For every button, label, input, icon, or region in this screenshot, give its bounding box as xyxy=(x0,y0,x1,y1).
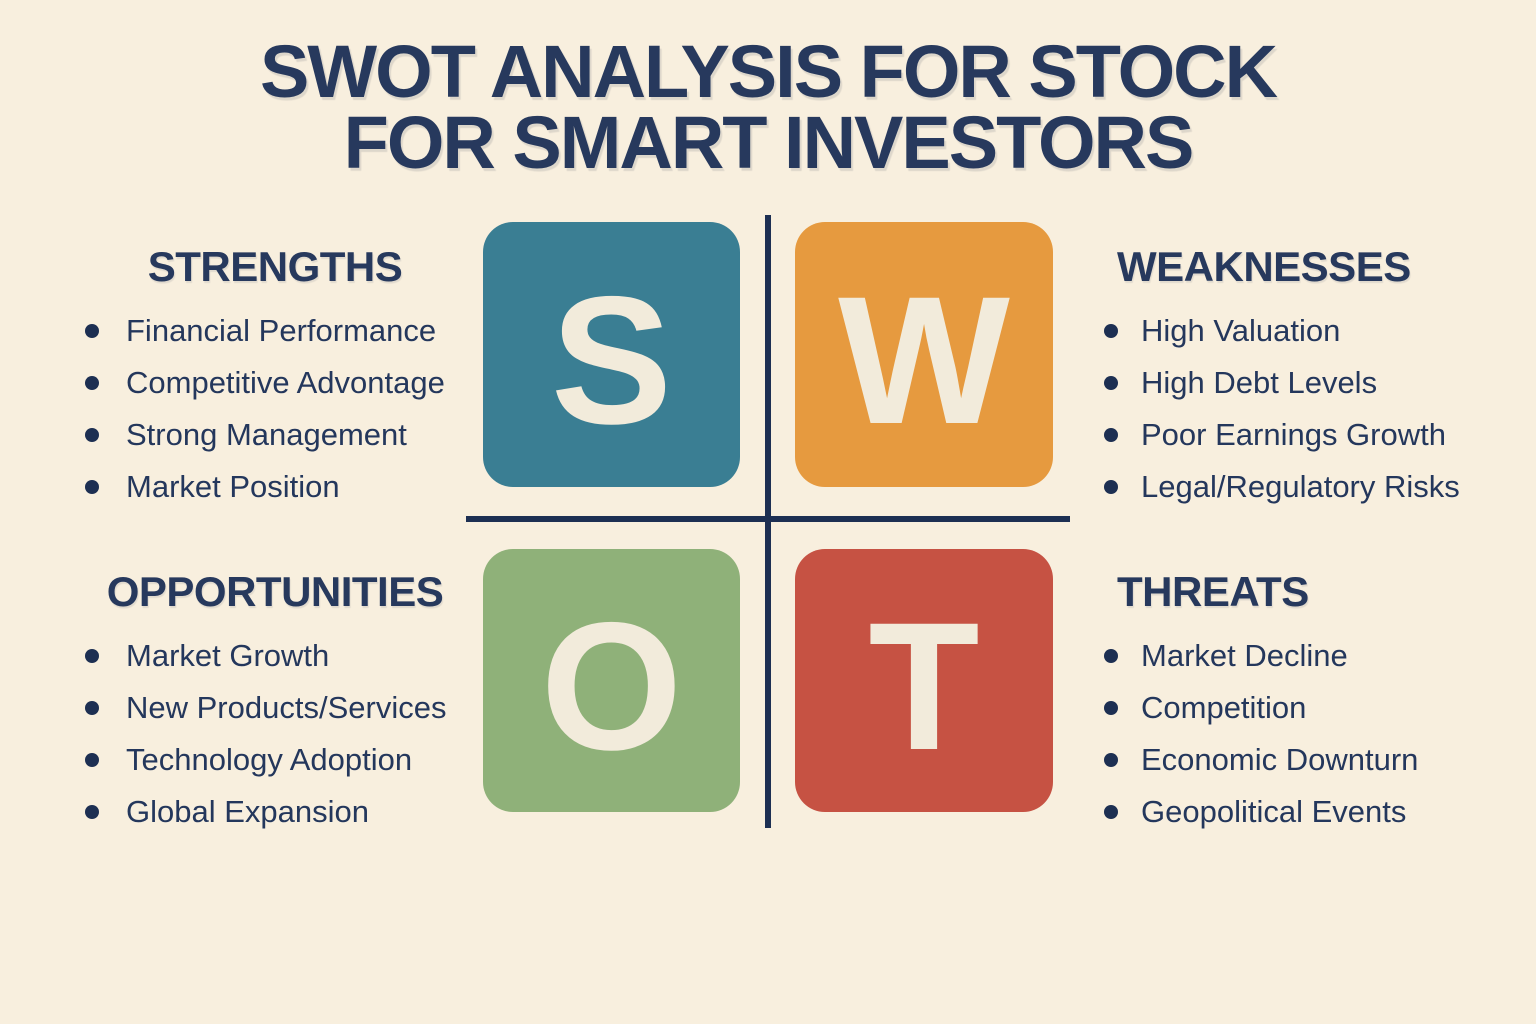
list-item-label: Competitive Advontage xyxy=(126,365,445,400)
bullet-dot xyxy=(85,701,99,715)
threats-letter: T xyxy=(868,583,980,788)
list-item: Technology Adoption xyxy=(80,734,470,786)
list-item-label: New Products/Services xyxy=(126,690,447,725)
strengths-heading: STRENGTHS xyxy=(147,243,403,290)
page-title-line2: FOR SMART INVESTORS xyxy=(343,101,1195,184)
list-item: Financial Performance xyxy=(80,305,470,357)
bullet-dot xyxy=(1104,805,1118,819)
opportunities-section: OPPORTUNITIES Market Growth New Products… xyxy=(80,570,470,838)
threats-section: THREATS Market Decline Competition Econo… xyxy=(1096,570,1516,838)
threats-heading: THREATS xyxy=(1117,568,1309,615)
list-item-label: Legal/Regulatory Risks xyxy=(1141,469,1460,504)
strengths-letter: S xyxy=(550,257,673,462)
bullet-dot xyxy=(85,324,99,338)
list-item: Strong Management xyxy=(80,409,470,461)
list-item: High Valuation xyxy=(1096,305,1516,357)
opportunities-list: Market Growth New Products/Services Tech… xyxy=(80,630,470,838)
bullet-dot xyxy=(1104,480,1118,494)
list-item: Competition xyxy=(1096,682,1516,734)
list-item-label: High Debt Levels xyxy=(1141,365,1378,400)
list-item: Legal/Regulatory Risks xyxy=(1096,461,1516,513)
bullet-dot xyxy=(85,805,99,819)
bullet-dot xyxy=(85,428,99,442)
list-item-label: Market Growth xyxy=(126,638,330,673)
divider-horizontal xyxy=(466,516,1070,522)
list-item: High Debt Levels xyxy=(1096,357,1516,409)
list-item-label: Global Expansion xyxy=(126,794,369,829)
bullet-dot xyxy=(85,480,99,494)
list-item-label: Market Position xyxy=(126,469,340,504)
list-item-label: Poor Earnings Growth xyxy=(1141,417,1446,452)
bullet-dot xyxy=(1104,649,1118,663)
page-title-line1: SWOT ANALYSIS FOR STOCK xyxy=(259,30,1278,113)
list-item-label: Financial Performance xyxy=(126,313,437,348)
list-item-label: High Valuation xyxy=(1141,313,1341,348)
bullet-dot xyxy=(1104,324,1118,338)
list-item: Market Position xyxy=(80,461,470,513)
bullet-dot xyxy=(1104,701,1118,715)
weaknesses-heading: WEAKNESSES xyxy=(1117,243,1411,290)
list-item-label: Market Decline xyxy=(1141,638,1348,673)
list-item: New Products/Services xyxy=(80,682,470,734)
bullet-dot xyxy=(1104,376,1118,390)
list-item: Market Decline xyxy=(1096,630,1516,682)
bullet-dot xyxy=(85,376,99,390)
page-title: SWOT ANALYSIS FOR STOCK FOR SMART INVEST… xyxy=(0,30,1536,184)
list-item: Geopolitical Events xyxy=(1096,786,1516,838)
threats-list: Market Decline Competition Economic Down… xyxy=(1096,630,1516,838)
weaknesses-tile: W xyxy=(795,222,1053,487)
opportunities-tile: O xyxy=(483,549,740,812)
list-item-label: Technology Adoption xyxy=(126,742,413,777)
bullet-dot xyxy=(85,649,99,663)
list-item-label: Strong Management xyxy=(126,417,407,452)
opportunities-letter: O xyxy=(540,583,683,788)
weaknesses-section: WEAKNESSES High Valuation High Debt Leve… xyxy=(1096,245,1516,513)
threats-tile: T xyxy=(795,549,1053,812)
list-item: Poor Earnings Growth xyxy=(1096,409,1516,461)
bullet-dot xyxy=(1104,753,1118,767)
list-item: Competitive Advontage xyxy=(80,357,470,409)
bullet-dot xyxy=(85,753,99,767)
opportunities-heading: OPPORTUNITIES xyxy=(106,568,444,615)
weaknesses-list: High Valuation High Debt Levels Poor Ear… xyxy=(1096,305,1516,513)
strengths-list: Financial Performance Competitive Advont… xyxy=(80,305,470,513)
list-item: Economic Downturn xyxy=(1096,734,1516,786)
list-item-label: Economic Downturn xyxy=(1141,742,1419,777)
strengths-section: STRENGTHS Financial Performance Competit… xyxy=(80,245,470,513)
list-item: Global Expansion xyxy=(80,786,470,838)
strengths-tile: S xyxy=(483,222,740,487)
weaknesses-letter: W xyxy=(838,257,1010,462)
bullet-dot xyxy=(1104,428,1118,442)
list-item: Market Growth xyxy=(80,630,470,682)
list-item-label: Geopolitical Events xyxy=(1141,794,1407,829)
list-item-label: Competition xyxy=(1141,690,1307,725)
